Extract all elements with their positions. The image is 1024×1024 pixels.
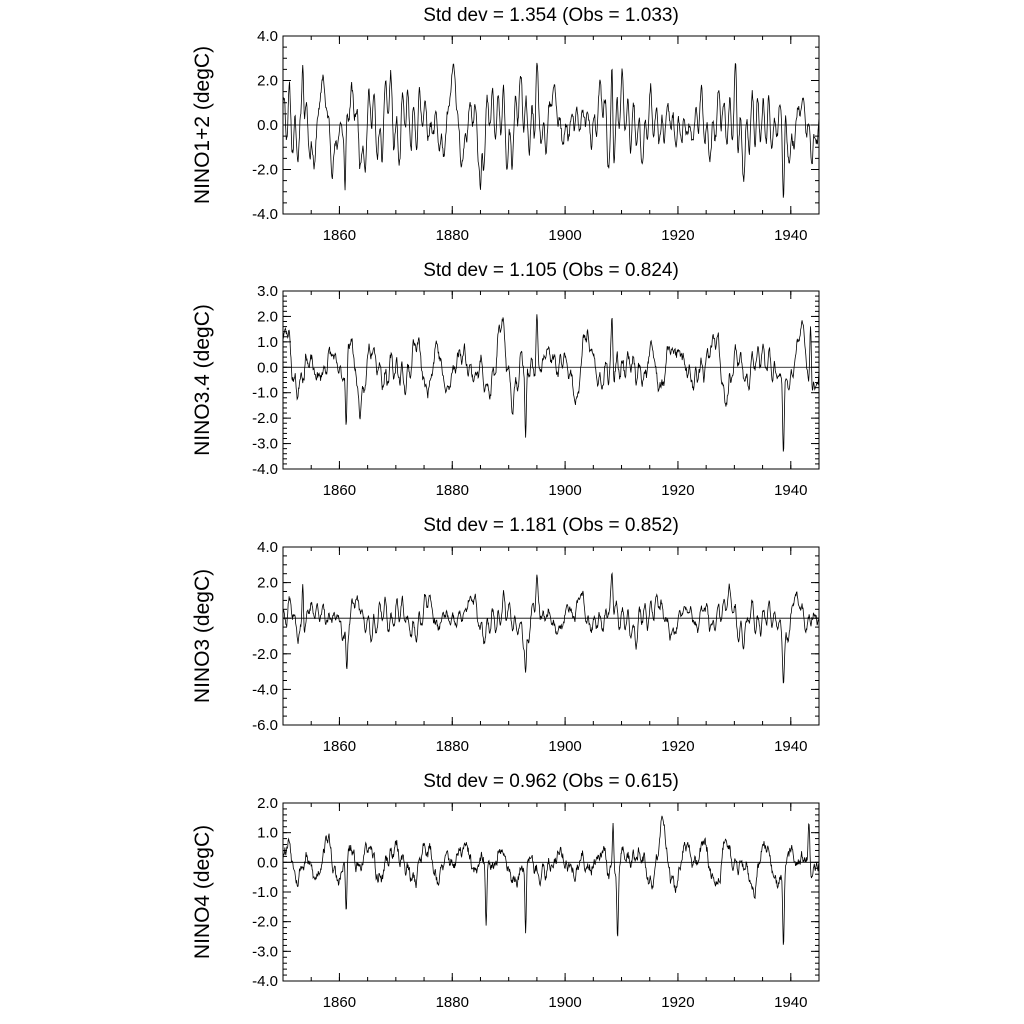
y-tick-label: 1.0 <box>257 825 278 842</box>
y-tick-label: 0.0 <box>257 854 278 871</box>
y-tick-label: 0.0 <box>257 610 278 627</box>
plot-frame <box>282 290 820 470</box>
series-line <box>282 314 820 452</box>
panel-title: Std dev = 0.962 (Obs = 0.615) <box>423 771 679 792</box>
y-axis-label: NINO1+2 (degC) <box>191 46 214 204</box>
x-tick-label: 1860 <box>323 482 356 499</box>
panel-title: Std dev = 1.181 (Obs = 0.852) <box>423 515 679 536</box>
x-tick-label: 1900 <box>548 994 581 1011</box>
y-tick-label: 4.0 <box>257 539 278 556</box>
panel-title: Std dev = 1.105 (Obs = 0.824) <box>423 260 679 281</box>
y-tick-label: -1.0 <box>252 884 278 901</box>
y-tick-label: 2.0 <box>257 308 278 325</box>
x-tick-label: 1920 <box>661 738 694 755</box>
y-tick-label: 2.0 <box>257 73 278 90</box>
x-tick-label: 1940 <box>774 738 807 755</box>
y-tick-label: -4.0 <box>252 461 278 478</box>
y-tick-label: -1.0 <box>252 385 278 402</box>
y-tick-label: 0.0 <box>257 117 278 134</box>
y-tick-label: -4.0 <box>252 206 278 223</box>
y-axis-label: NINO3.4 (degC) <box>191 304 214 456</box>
series-line <box>282 62 820 198</box>
y-tick-label: 4.0 <box>257 28 278 45</box>
series-line <box>282 815 820 945</box>
x-tick-label: 1880 <box>436 482 469 499</box>
panel-title: Std dev = 1.354 (Obs = 1.033) <box>423 5 679 26</box>
plot-frame <box>282 546 820 726</box>
y-tick-label: -4.0 <box>252 973 278 990</box>
x-tick-label: 1880 <box>436 738 469 755</box>
x-tick-label: 1900 <box>548 738 581 755</box>
y-tick-label: -4.0 <box>252 681 278 698</box>
y-tick-label: -2.0 <box>252 646 278 663</box>
x-tick-label: 1860 <box>323 994 356 1011</box>
panel-nino4: Std dev = 0.962 (Obs = 0.615) NINO4 (deg… <box>191 771 820 1011</box>
y-tick-label: -2.0 <box>252 410 278 427</box>
y-tick-label: -6.0 <box>252 717 278 734</box>
y-axis-label: NINO3 (degC) <box>191 569 214 703</box>
x-tick-label: 1940 <box>774 994 807 1011</box>
x-tick-label: 1940 <box>774 482 807 499</box>
y-axis-label: NINO4 (degC) <box>191 825 214 959</box>
y-tick-label: -3.0 <box>252 943 278 960</box>
y-tick-label: -2.0 <box>252 162 278 179</box>
x-tick-label: 1900 <box>548 227 581 244</box>
x-tick-label: 1920 <box>661 227 694 244</box>
y-tick-label: 3.0 <box>257 283 278 300</box>
x-tick-label: 1880 <box>436 227 469 244</box>
x-tick-label: 1880 <box>436 994 469 1011</box>
y-tick-label: 1.0 <box>257 334 278 351</box>
y-tick-label: 0.0 <box>257 359 278 376</box>
y-tick-label: -3.0 <box>252 436 278 453</box>
y-tick-label: 2.0 <box>257 795 278 812</box>
x-tick-label: 1920 <box>661 994 694 1011</box>
plot-frame <box>282 802 820 982</box>
x-tick-label: 1900 <box>548 482 581 499</box>
x-tick-label: 1940 <box>774 227 807 244</box>
panel-nino3: Std dev = 1.181 (Obs = 0.852) NINO3 (deg… <box>191 515 820 755</box>
x-tick-label: 1920 <box>661 482 694 499</box>
panel-nino12: Std dev = 1.354 (Obs = 1.033) NINO1+2 (d… <box>191 5 820 244</box>
y-tick-label: -2.0 <box>252 914 278 931</box>
x-tick-label: 1860 <box>323 738 356 755</box>
panel-nino34: Std dev = 1.105 (Obs = 0.824) NINO3.4 (d… <box>191 260 820 499</box>
series-line <box>282 572 820 684</box>
y-tick-label: 2.0 <box>257 575 278 592</box>
x-tick-label: 1860 <box>323 227 356 244</box>
